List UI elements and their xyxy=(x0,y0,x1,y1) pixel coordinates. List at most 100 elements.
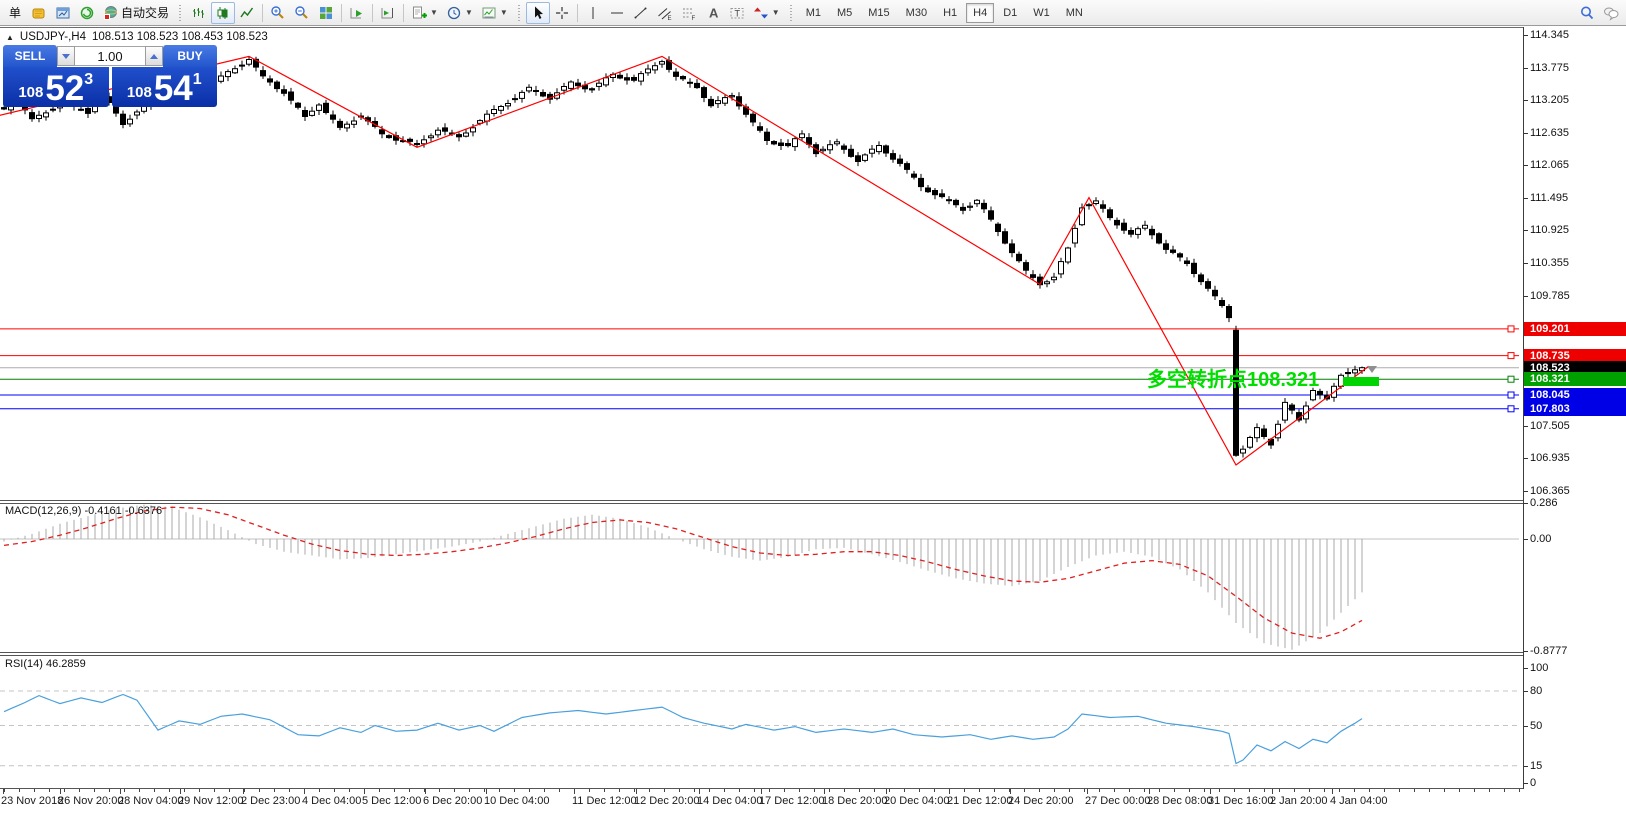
line-handle[interactable] xyxy=(1507,325,1515,333)
timeframe-button-m30[interactable]: M30 xyxy=(905,6,928,19)
market-watch-icon xyxy=(56,7,70,18)
buy-price-button[interactable]: 108 54 1 xyxy=(111,67,217,107)
timeframe-button-m5[interactable]: M5 xyxy=(836,6,853,19)
date-minor-tick xyxy=(919,789,920,792)
date-minor-tick xyxy=(1459,789,1460,792)
buy-button[interactable]: BUY xyxy=(163,45,217,67)
volume-decrease-button[interactable] xyxy=(57,46,75,66)
date-axis-label: 2 Jan 20:00 xyxy=(1270,795,1328,807)
timeframe-button-m15[interactable]: M15 xyxy=(868,6,890,19)
date-minor-tick xyxy=(1234,789,1235,792)
shift-icon xyxy=(381,7,394,18)
dropdown-arrow-icon[interactable]: ▼ xyxy=(430,8,438,17)
date-minor-tick xyxy=(484,789,485,792)
autotrading-button[interactable]: 自动交易 xyxy=(99,2,173,24)
dropdown-arrow-icon[interactable]: ▼ xyxy=(464,8,473,17)
toolbar-grip[interactable] xyxy=(515,3,522,22)
sell-price-button[interactable]: 108 52 3 xyxy=(3,67,109,107)
zigzag-line[interactable] xyxy=(0,55,1370,466)
crosshair-button[interactable] xyxy=(550,2,574,24)
date-axis[interactable]: 23 Nov 2018 26 Nov 20:00 28 Nov 04:00 29 No… xyxy=(0,789,1523,813)
zoom-out-button[interactable] xyxy=(290,2,314,24)
date-minor-tick xyxy=(1129,789,1130,792)
main-chart[interactable]: 多空转折点108.321 xyxy=(0,28,1523,500)
indicators-button[interactable]: ▼ xyxy=(407,2,442,24)
line-handle[interactable] xyxy=(1507,405,1515,413)
text-button[interactable]: A xyxy=(701,2,725,24)
dropdown-arrow-icon[interactable]: ▼ xyxy=(499,8,508,17)
trendline-button[interactable] xyxy=(629,2,653,24)
pivot-trend-segment[interactable] xyxy=(1343,377,1379,386)
date-minor-tick xyxy=(1009,789,1010,792)
vertical-line-button[interactable] xyxy=(581,2,605,24)
price-axis[interactable]: 114.345 113.775 113.205 112.635 112.065 111.4… xyxy=(1524,27,1626,789)
pane-separator[interactable] xyxy=(0,503,1626,504)
equidistant-channel-button[interactable]: E xyxy=(653,2,677,24)
pivot-line-badge: 108.321 xyxy=(1524,372,1626,387)
text-label-button[interactable]: T xyxy=(725,2,749,24)
line-chart-button[interactable] xyxy=(235,2,259,24)
axis-tick xyxy=(1524,100,1528,102)
date-minor-tick xyxy=(634,789,635,792)
chart-shift-button[interactable] xyxy=(376,2,400,24)
timeframe-button-mn[interactable]: MN xyxy=(1065,6,1083,19)
arrows-button[interactable]: ▼ xyxy=(749,2,784,24)
cursor-button[interactable] xyxy=(525,1,550,24)
navigator-button[interactable] xyxy=(75,2,99,24)
date-minor-tick xyxy=(859,789,860,792)
candlestick-chart-button[interactable] xyxy=(211,1,236,24)
price-marker-icon xyxy=(1367,366,1377,373)
symbol-ohlc: 108.513 108.523 108.453 108.523 xyxy=(91,31,268,43)
auto-scroll-button[interactable] xyxy=(345,2,369,24)
pane-separator xyxy=(0,788,1626,789)
pane-separator[interactable] xyxy=(0,652,1626,653)
pane-separator[interactable] xyxy=(0,500,1626,501)
rsi-pane[interactable] xyxy=(0,656,1523,788)
hline-icon xyxy=(610,12,623,13)
date-minor-tick xyxy=(1309,789,1310,792)
sell-button[interactable]: SELL xyxy=(3,45,57,67)
date-minor-tick xyxy=(409,789,410,792)
timeframe-button-h4[interactable]: H4 xyxy=(966,2,995,23)
date-minor-tick xyxy=(559,789,560,792)
date-major-tick xyxy=(1272,789,1273,794)
fibonacci-button[interactable]: F xyxy=(677,2,701,24)
date-minor-tick xyxy=(934,789,935,792)
timeframe-button-w1[interactable]: W1 xyxy=(1033,6,1050,19)
toolbar-grip[interactable] xyxy=(177,3,184,22)
volume-increase-button[interactable] xyxy=(145,46,163,66)
timeframe-button-m1[interactable]: M1 xyxy=(805,6,821,19)
date-minor-tick xyxy=(1354,789,1355,792)
volume-input[interactable] xyxy=(75,46,145,66)
search-button[interactable] xyxy=(1575,2,1599,24)
periods-button[interactable]: ▼ xyxy=(442,2,477,24)
sell-price-pips: 52 xyxy=(45,69,85,109)
line-handle[interactable] xyxy=(1507,352,1515,360)
zoom-in-button[interactable] xyxy=(266,2,290,24)
date-minor-tick xyxy=(754,789,755,792)
timeframe-button-d1[interactable]: D1 xyxy=(1003,6,1018,19)
pane-separator[interactable] xyxy=(0,655,1626,656)
pivot-annotation-text[interactable]: 多空转折点108.321 xyxy=(1147,367,1319,391)
chat-button[interactable] xyxy=(1599,2,1623,24)
market-watch-button[interactable] xyxy=(51,2,75,24)
one-click-collapse-toggle[interactable]: ▲ xyxy=(6,32,14,42)
line-handle[interactable] xyxy=(1507,391,1515,399)
date-minor-tick xyxy=(1519,789,1520,792)
dropdown-arrow-icon[interactable]: ▼ xyxy=(771,8,780,17)
timeframe-button-h1[interactable]: H1 xyxy=(943,6,958,19)
new-order-button[interactable] xyxy=(27,2,51,24)
resistance-line-2-badge: 108.735 xyxy=(1524,348,1626,363)
date-axis-label: 21 Dec 12:00 xyxy=(947,795,1013,807)
macd-pane[interactable] xyxy=(0,503,1523,652)
templates-button[interactable]: ▼ xyxy=(477,2,512,24)
date-axis-label: 4 Dec 04:00 xyxy=(302,795,362,807)
tile-windows-button[interactable] xyxy=(314,2,338,24)
date-axis-label: 11 Dec 12:00 xyxy=(572,795,637,807)
toolbar-grip[interactable] xyxy=(787,3,794,22)
new-order-text-button[interactable]: 单 xyxy=(3,2,27,24)
line-handle[interactable] xyxy=(1507,375,1515,383)
price-axis-label: 113.205 xyxy=(1530,94,1569,107)
horizontal-line-button[interactable] xyxy=(605,2,629,24)
bar-chart-button[interactable] xyxy=(187,2,211,24)
